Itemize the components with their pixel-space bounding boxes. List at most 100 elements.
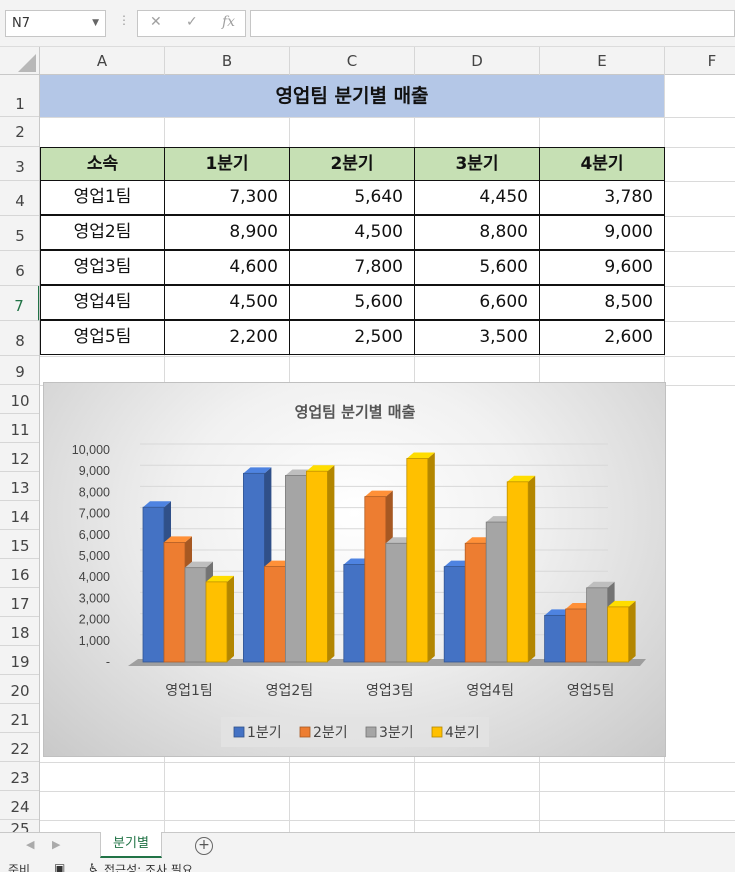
select-all-corner[interactable] <box>0 47 40 75</box>
row-header-17[interactable]: 17 <box>0 588 39 617</box>
row-header-8[interactable]: 8 <box>0 321 39 356</box>
row-header-7[interactable]: 7 <box>0 286 39 321</box>
chart-bar-top <box>607 600 636 607</box>
table-cell[interactable]: 영업2팀 <box>40 215 165 250</box>
table-cell[interactable]: 5,600 <box>414 250 540 285</box>
tab-next-icon[interactable]: ▶ <box>52 838 61 851</box>
legend-label: 4분기 <box>445 725 480 741</box>
x-category-label: 영업1팀 <box>165 683 213 699</box>
row-header-10[interactable]: 10 <box>0 385 39 414</box>
row-header-24[interactable]: 24 <box>0 791 39 820</box>
row-header-16[interactable]: 16 <box>0 559 39 588</box>
table-cell[interactable]: 2,500 <box>289 320 415 355</box>
chart-bar-top <box>243 467 272 474</box>
tab-prev-icon[interactable]: ◀ <box>26 838 35 851</box>
chart-bar <box>184 567 207 663</box>
table-cell[interactable]: 4,500 <box>289 215 415 250</box>
chart-bar-top <box>143 501 171 508</box>
row-header-19[interactable]: 19 <box>0 646 39 675</box>
column-header-d[interactable]: D <box>415 47 540 75</box>
header-cell-q4[interactable]: 4분기 <box>539 147 665 181</box>
chart-bar-top <box>406 452 435 459</box>
row-header-2[interactable]: 2 <box>0 117 39 147</box>
row-header-11[interactable]: 11 <box>0 414 39 443</box>
enter-icon[interactable]: ✓ <box>186 14 198 30</box>
table-cell[interactable]: 2,600 <box>539 320 665 355</box>
table-cell[interactable]: 3,500 <box>414 320 540 355</box>
status-bar: 준비 ▣ ♿ 접근성: 조사 필요 <box>0 859 735 872</box>
table-cell[interactable]: 7,300 <box>164 180 290 215</box>
macro-record-icon[interactable]: ▣ <box>54 861 66 872</box>
column-header-c[interactable]: C <box>290 47 415 75</box>
table-cell[interactable]: 영업1팀 <box>40 180 165 215</box>
column-header-a[interactable]: A <box>40 47 165 75</box>
chart-bar-side <box>227 575 234 662</box>
row-header-3[interactable]: 3 <box>0 147 39 181</box>
y-tick-label: 1,000 <box>79 634 110 648</box>
sheet-grid[interactable]: 영업팀 분기별 매출 소속 1분기 2분기 3분기 4분기 영업1팀 7,300… <box>40 75 735 832</box>
chart-object[interactable]: 영업팀 분기별 매출 - 1,000 2,000 3,000 4,000 5,000 6,00… <box>43 382 666 757</box>
chart-bar-top <box>586 581 615 588</box>
row-header-20[interactable]: 20 <box>0 675 39 704</box>
table-cell[interactable]: 8,800 <box>414 215 540 250</box>
table-cell[interactable]: 9,600 <box>539 250 665 285</box>
header-cell-q3[interactable]: 3분기 <box>414 147 540 181</box>
column-header-e[interactable]: E <box>540 47 665 75</box>
row-header-21[interactable]: 21 <box>0 704 39 733</box>
column-header-f[interactable]: F <box>665 47 735 75</box>
table-cell[interactable]: 2,200 <box>164 320 290 355</box>
table-cell[interactable]: 8,900 <box>164 215 290 250</box>
sheet-tab-active[interactable]: 분기별 <box>100 832 162 858</box>
table-cell[interactable]: 영업5팀 <box>40 320 165 355</box>
chart-bar <box>586 587 608 663</box>
row-header-15[interactable]: 15 <box>0 530 39 559</box>
row-header-23[interactable]: 23 <box>0 762 39 791</box>
formula-bar: N7 ▼ ⋮ ✕ ✓ fx <box>0 0 735 47</box>
table-cell[interactable]: 3,780 <box>539 180 665 215</box>
chart-bar <box>242 472 265 663</box>
legend-label: 3분기 <box>379 725 414 741</box>
row-header-18[interactable]: 18 <box>0 617 39 646</box>
column-headers: A B C D E F <box>0 47 735 75</box>
chart-bar <box>364 496 387 663</box>
row-header-22[interactable]: 22 <box>0 733 39 762</box>
row-header-14[interactable]: 14 <box>0 501 39 530</box>
formula-input[interactable] <box>250 10 735 37</box>
table-cell[interactable]: 8,500 <box>539 285 665 320</box>
y-tick-label: 2,000 <box>79 613 110 627</box>
header-cell-q1[interactable]: 1분기 <box>164 147 290 181</box>
sheet-title-cell[interactable]: 영업팀 분기별 매출 <box>40 75 664 117</box>
table-cell[interactable]: 5,640 <box>289 180 415 215</box>
row-header-6[interactable]: 6 <box>0 251 39 286</box>
row-header-12[interactable]: 12 <box>0 443 39 472</box>
table-cell[interactable]: 4,600 <box>164 250 290 285</box>
row-header-9[interactable]: 9 <box>0 356 39 385</box>
chart-bar <box>506 481 529 663</box>
table-cell[interactable]: 4,500 <box>164 285 290 320</box>
add-sheet-icon[interactable]: + <box>195 837 213 855</box>
table-cell[interactable]: 5,600 <box>289 285 415 320</box>
row-header-4[interactable]: 4 <box>0 181 39 216</box>
row-header-13[interactable]: 13 <box>0 472 39 501</box>
header-cell-affiliation[interactable]: 소속 <box>40 147 165 181</box>
table-cell[interactable]: 영업4팀 <box>40 285 165 320</box>
chart-bar <box>565 608 587 663</box>
chevron-down-icon[interactable]: ▼ <box>92 18 99 28</box>
table-cell[interactable]: 6,600 <box>414 285 540 320</box>
table-cell[interactable]: 4,450 <box>414 180 540 215</box>
row-header-5[interactable]: 5 <box>0 216 39 251</box>
header-cell-q2[interactable]: 2분기 <box>289 147 415 181</box>
column-header-b[interactable]: B <box>165 47 290 75</box>
row-header-1[interactable]: 1 <box>0 75 39 117</box>
status-accessibility[interactable]: 접근성: 조사 필요 <box>104 863 193 872</box>
chart-bar-top <box>164 536 192 543</box>
chart-bar <box>284 475 307 663</box>
name-box[interactable]: N7 ▼ <box>5 10 106 37</box>
table-cell[interactable]: 7,800 <box>289 250 415 285</box>
more-options-icon[interactable]: ⋮ <box>118 13 130 27</box>
cancel-icon[interactable]: ✕ <box>150 14 162 30</box>
insert-function-icon[interactable]: fx <box>222 14 236 30</box>
table-cell[interactable]: 영업3팀 <box>40 250 165 285</box>
row-header-25[interactable]: 25 <box>0 820 39 832</box>
table-cell[interactable]: 9,000 <box>539 215 665 250</box>
